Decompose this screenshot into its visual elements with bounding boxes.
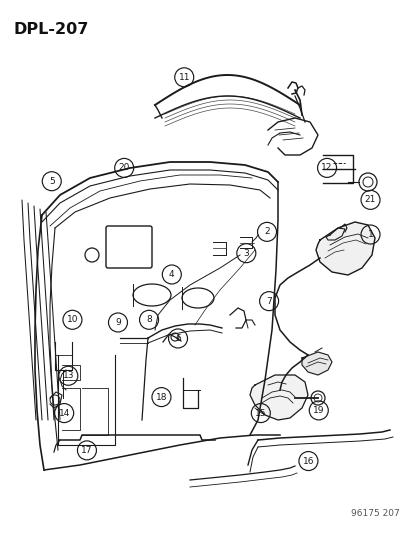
Polygon shape <box>301 352 331 375</box>
Text: 16: 16 <box>302 457 313 465</box>
Text: 17: 17 <box>81 446 93 455</box>
Text: DPL-207: DPL-207 <box>14 22 89 37</box>
Text: 18: 18 <box>155 393 167 401</box>
Circle shape <box>171 333 178 341</box>
Polygon shape <box>315 222 374 275</box>
Text: 12: 12 <box>320 164 332 172</box>
Text: 4: 4 <box>169 270 174 279</box>
Text: 14: 14 <box>58 409 70 417</box>
Text: 11: 11 <box>178 73 190 82</box>
Text: 96175 207: 96175 207 <box>350 509 399 518</box>
Text: 8: 8 <box>146 316 152 324</box>
Text: 21: 21 <box>364 196 375 204</box>
Text: 9: 9 <box>115 318 121 327</box>
Text: 3: 3 <box>243 249 249 257</box>
Text: 6: 6 <box>175 334 180 343</box>
Polygon shape <box>249 375 307 420</box>
Text: 1: 1 <box>367 230 373 239</box>
Text: 5: 5 <box>49 177 55 185</box>
Text: 19: 19 <box>312 406 324 415</box>
Text: 20: 20 <box>118 164 130 172</box>
Text: 7: 7 <box>266 297 271 305</box>
Text: 15: 15 <box>254 409 266 417</box>
Text: 2: 2 <box>263 228 269 236</box>
Text: 10: 10 <box>66 316 78 324</box>
Text: 13: 13 <box>62 372 74 380</box>
